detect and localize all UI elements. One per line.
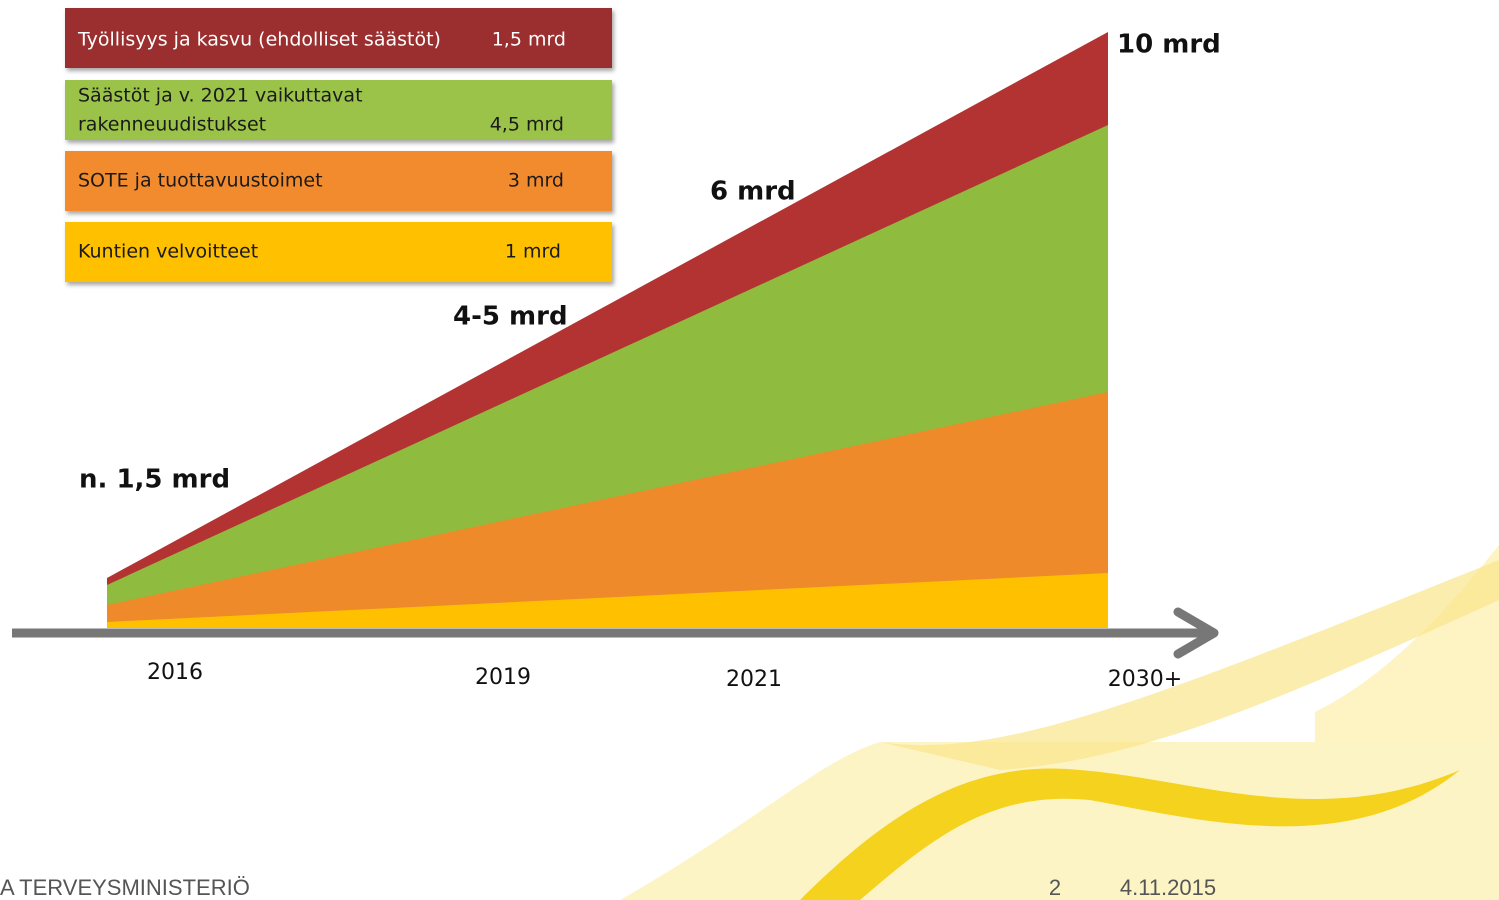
annotation: 10 mrd	[1117, 30, 1221, 60]
legend-amount: 1,5 mrd	[492, 29, 566, 51]
areas	[107, 32, 1108, 628]
legend-box	[65, 8, 612, 68]
legend-label: rakenneuudistukset	[78, 114, 266, 136]
legend-label: Säästöt ja v. 2021 vaikuttavat	[78, 85, 363, 107]
legend-label: Työllisyys ja kasvu (ehdolliset säästöt)	[77, 29, 441, 51]
legend-label: Kuntien velvoitteet	[78, 241, 258, 263]
timeline-label: 2030+	[1108, 667, 1182, 692]
timeline-label: 2021	[726, 667, 782, 692]
annotation: 4-5 mrd	[453, 302, 568, 332]
area-orange	[107, 392, 1108, 628]
legend-amount: 4,5 mrd	[490, 114, 564, 136]
page-number: 2	[1049, 875, 1061, 900]
area-yellow	[107, 573, 1108, 628]
timeline-label: 2019	[475, 665, 531, 690]
annotation: 6 mrd	[710, 177, 796, 207]
footer-organization: A TERVEYSMINISTERIÖ	[0, 875, 250, 900]
legend-amount: 1 mrd	[505, 241, 561, 263]
legend	[65, 8, 612, 282]
legend-box	[65, 80, 612, 140]
timeline-label: 2016	[147, 660, 203, 685]
decoration	[620, 545, 1499, 900]
annotation: n. 1,5 mrd	[79, 465, 230, 495]
timeline-axis	[12, 607, 1219, 659]
legend-amount: 3 mrd	[508, 170, 564, 192]
legend-box	[65, 222, 612, 282]
footer-date: 4.11.2015	[1120, 875, 1216, 900]
legend-box	[65, 151, 612, 211]
legend-label: SOTE ja tuottavuustoimet	[78, 170, 323, 192]
